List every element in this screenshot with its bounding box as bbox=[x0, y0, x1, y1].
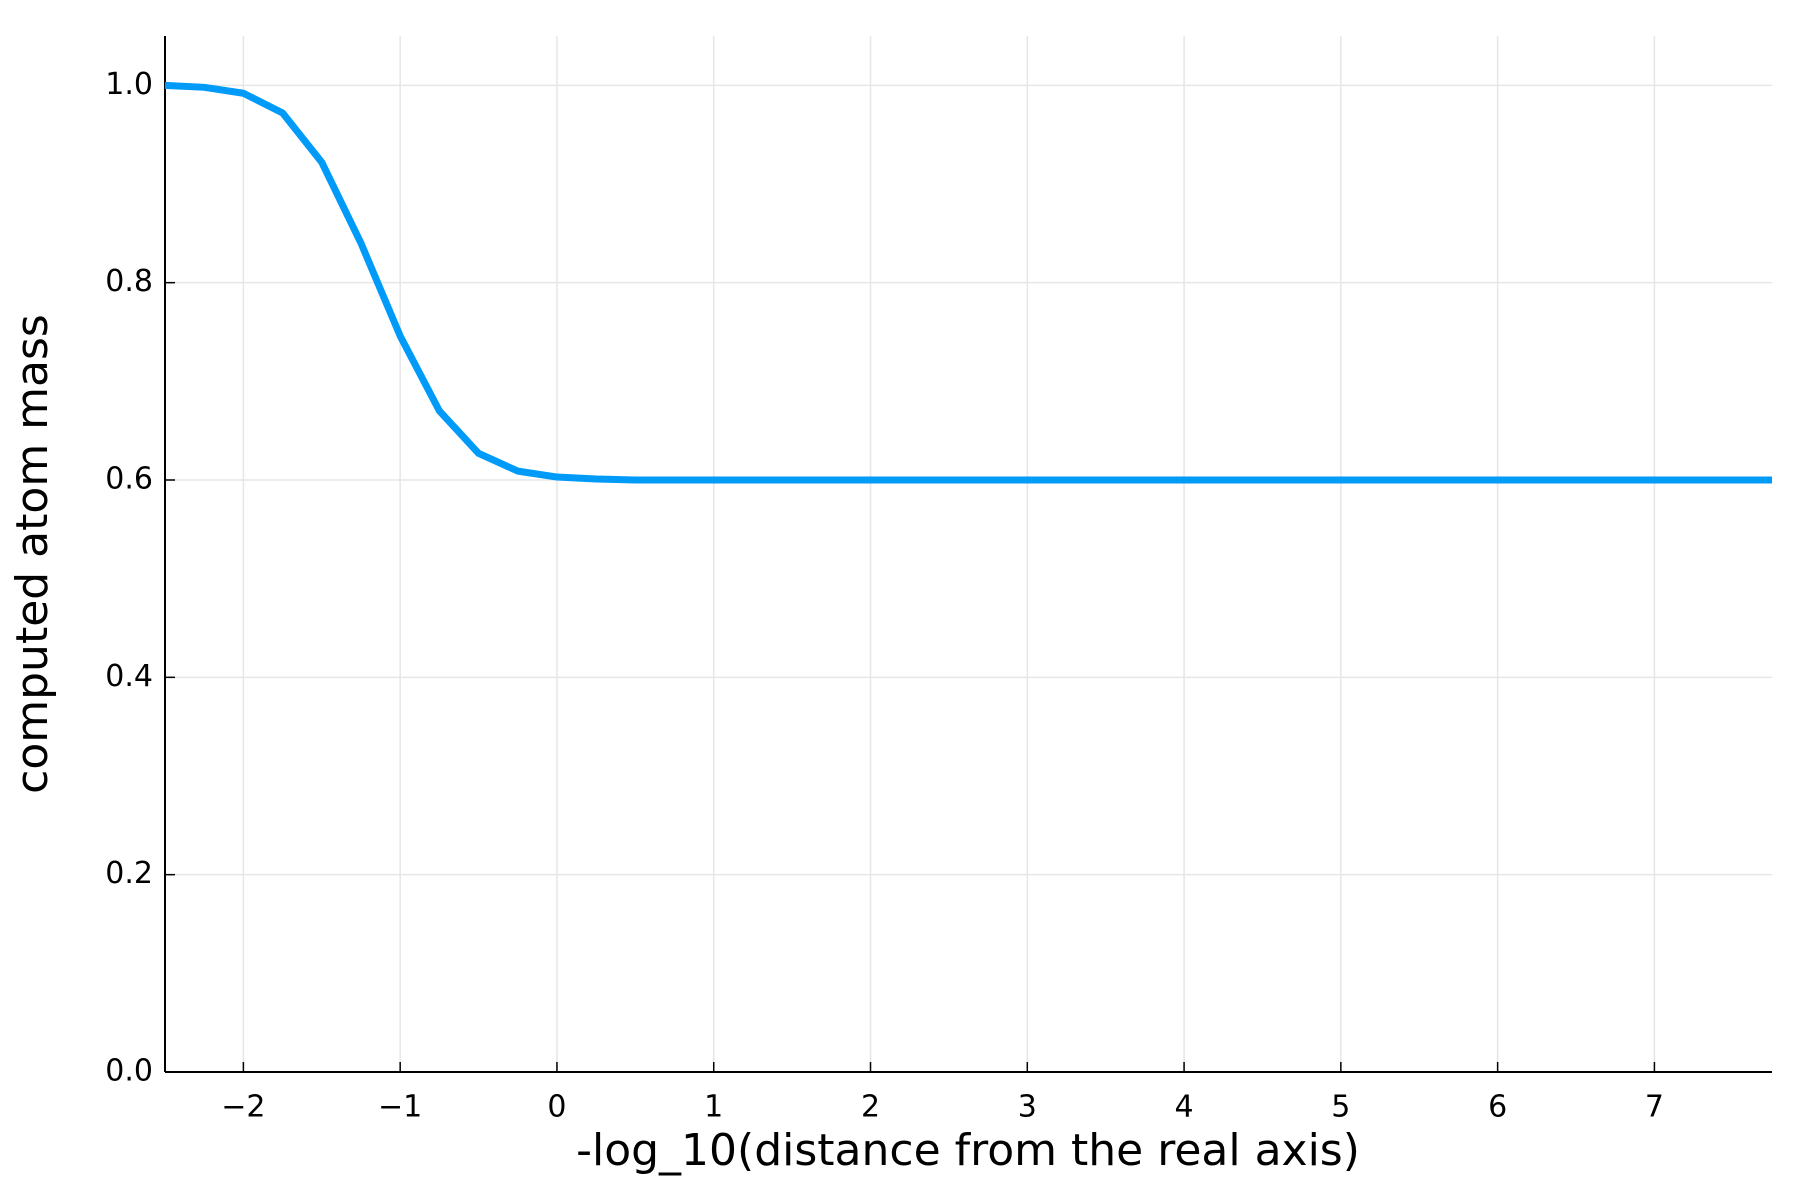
y-tick-label: 0.4 bbox=[105, 659, 153, 694]
x-axis-title: -log_10(distance from the real axis) bbox=[576, 1125, 1360, 1176]
y-tick-label: 0.2 bbox=[105, 856, 153, 891]
x-tick-label: 2 bbox=[861, 1090, 880, 1125]
y-tick-label: 0.6 bbox=[105, 462, 153, 497]
y-tick-label: 0.8 bbox=[105, 264, 153, 299]
x-tick-label: 0 bbox=[547, 1090, 566, 1125]
y-axis-title: computed atom mass bbox=[7, 314, 58, 794]
x-tick-label: −2 bbox=[221, 1090, 265, 1125]
x-tick-label: 5 bbox=[1331, 1090, 1350, 1125]
x-tick-label: 1 bbox=[704, 1090, 723, 1125]
y-tick-label: 1.0 bbox=[105, 67, 153, 102]
y-tick-label: 0.0 bbox=[105, 1054, 153, 1089]
x-tick-label: 3 bbox=[1018, 1090, 1037, 1125]
data-line bbox=[164, 81, 1772, 484]
x-tick-label: 7 bbox=[1645, 1090, 1664, 1125]
x-tick-label: −1 bbox=[378, 1090, 422, 1125]
x-tick-label: 4 bbox=[1175, 1090, 1194, 1125]
x-tick-label: 6 bbox=[1488, 1090, 1507, 1125]
